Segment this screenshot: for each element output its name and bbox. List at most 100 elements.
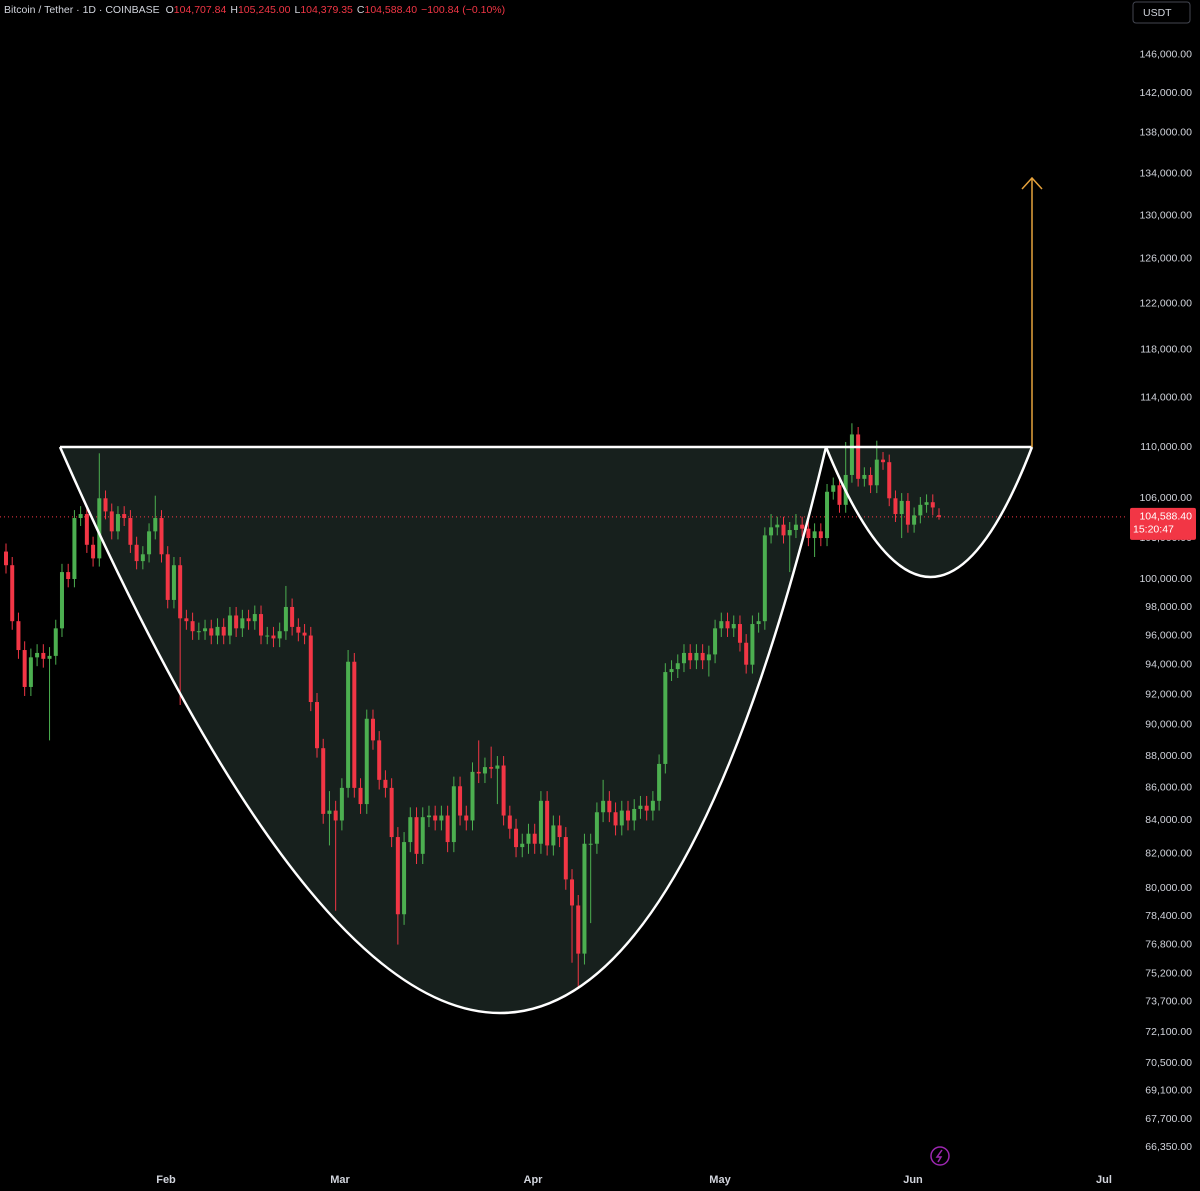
candle-body	[719, 621, 724, 629]
candle-body	[109, 511, 114, 532]
candle-body	[283, 606, 288, 632]
ohlc-value: 104,707.84	[173, 4, 227, 16]
candle-body	[594, 812, 599, 844]
candle-body	[856, 434, 861, 479]
y-tick-label: 114,000.00	[1140, 391, 1192, 403]
candle-body	[725, 621, 730, 629]
ohlc-value: 104,379.35	[300, 4, 353, 16]
candle-body	[271, 635, 276, 639]
candle-body	[221, 626, 226, 636]
candle-body	[737, 624, 742, 643]
y-tick-label: 78,400.00	[1145, 910, 1192, 922]
y-tick-label: 86,000.00	[1145, 782, 1192, 794]
y-tick-label: 69,100.00	[1145, 1085, 1192, 1097]
x-tick-label: Apr	[524, 1174, 544, 1186]
candle-body	[352, 661, 357, 788]
candle-body	[787, 530, 792, 536]
candle-body	[663, 672, 668, 764]
candle-body	[16, 621, 21, 651]
candle-body	[818, 531, 823, 539]
candle-body	[439, 815, 444, 821]
candle-body	[868, 474, 873, 486]
candle-body	[4, 551, 8, 566]
lightning-icon[interactable]	[930, 1146, 950, 1166]
y-tick-label: 100,000.00	[1139, 573, 1192, 585]
candle-body	[22, 650, 27, 687]
candle-body	[402, 842, 407, 915]
candle-body	[66, 572, 71, 579]
candle-body	[632, 808, 637, 821]
currency-box	[1132, 1, 1191, 24]
candle-body	[607, 800, 612, 813]
candle-body	[507, 815, 512, 829]
candle-body	[688, 652, 693, 661]
candle-body	[252, 614, 257, 622]
candle-body	[84, 514, 89, 545]
candle-body	[308, 635, 313, 703]
candle-body	[781, 524, 786, 536]
candle-body	[806, 528, 811, 539]
candle-body	[501, 765, 506, 816]
y-tick-label: 72,100.00	[1145, 1026, 1192, 1038]
candle-body	[277, 631, 282, 639]
candle-body	[377, 740, 382, 780]
candle-body	[128, 518, 133, 545]
candle-body	[601, 800, 606, 813]
candle-body	[259, 614, 264, 636]
candle-body	[793, 524, 798, 531]
y-tick-label: 76,800.00	[1145, 938, 1192, 950]
cup-outline	[58, 446, 828, 1015]
y-tick-label: 130,000.00	[1139, 209, 1192, 221]
candle-body	[10, 565, 15, 622]
candle-body	[215, 626, 220, 636]
candle-body	[638, 805, 643, 809]
y-tick-label: 134,000.00	[1139, 167, 1192, 179]
candle-body	[408, 817, 413, 843]
candle-body	[103, 498, 108, 512]
candle-body	[482, 767, 487, 774]
candle-body	[545, 800, 550, 846]
candle-body	[35, 652, 40, 658]
y-tick-label: 92,000.00	[1145, 688, 1192, 700]
y-tick-label: 96,000.00	[1145, 629, 1192, 641]
candle-body	[290, 606, 295, 627]
candle-body	[28, 657, 33, 687]
price-axis-bg	[1125, 0, 1200, 1191]
candle-body	[657, 763, 662, 801]
candle-body	[97, 498, 102, 559]
candle-body	[426, 815, 431, 818]
ohlc-key: L	[294, 4, 301, 16]
candle-body	[937, 515, 941, 517]
candle-body	[644, 805, 649, 811]
ohlc-value: 105,245.00	[237, 4, 291, 16]
candle-body	[520, 843, 525, 848]
candle-body	[358, 787, 363, 805]
pattern-outline	[58, 176, 1043, 1015]
candle-body	[551, 825, 556, 846]
candle-body	[756, 621, 761, 625]
change: −100.84 (−0.10%)	[421, 4, 506, 16]
candle-body	[178, 565, 183, 619]
y-tick-label: 90,000.00	[1145, 719, 1192, 731]
candle-body	[53, 628, 58, 656]
candle-body	[315, 702, 319, 749]
candle-body	[538, 800, 543, 844]
candle-body	[557, 825, 562, 838]
candle-body	[495, 765, 500, 769]
candle-body	[800, 524, 805, 529]
candle-body	[171, 565, 176, 600]
y-tick-label: 98,000.00	[1145, 601, 1192, 613]
candle-body	[837, 485, 842, 505]
arrow-head	[1021, 176, 1043, 190]
candle-body	[302, 632, 307, 636]
candle-body	[899, 500, 904, 515]
candle-body	[433, 815, 438, 821]
candle-body	[669, 669, 674, 673]
x-tick-label: Jun	[903, 1174, 923, 1186]
candle-body	[675, 663, 680, 670]
candle-body	[769, 527, 774, 536]
candle-body	[775, 524, 780, 528]
